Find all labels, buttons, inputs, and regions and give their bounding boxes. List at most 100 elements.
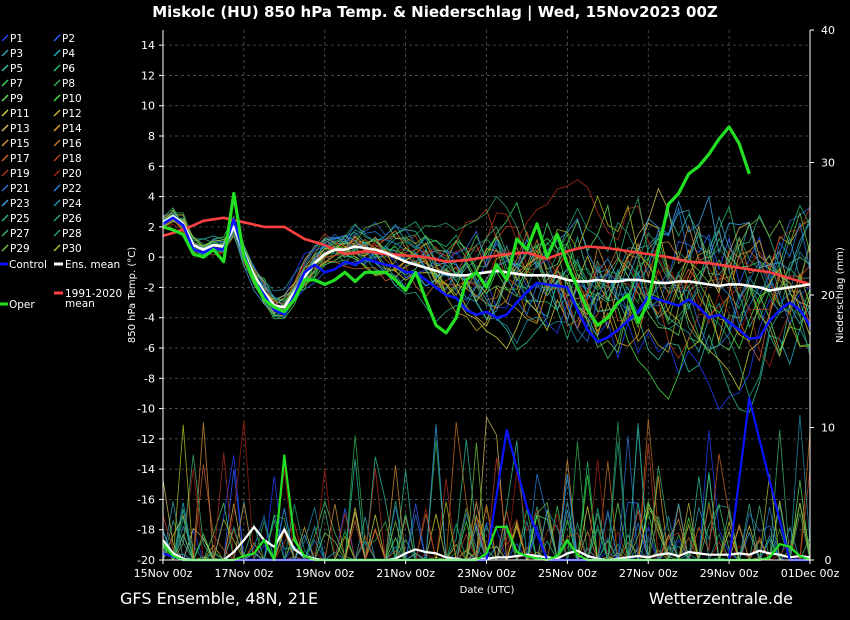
- x-tick-label: 01Dec 00z: [781, 567, 840, 580]
- y-right-tick-label: 20: [821, 289, 835, 302]
- legend-item-p8: P8: [62, 78, 75, 90]
- member-temp-line: [162, 213, 811, 323]
- y-left-tick-label: 8: [148, 130, 155, 143]
- legend-swatch: [53, 34, 61, 42]
- member-temp-line: [162, 206, 811, 349]
- legend-swatch: [53, 64, 61, 72]
- member-temp-line: [162, 201, 811, 360]
- member-precip-line: [163, 422, 810, 561]
- axes: 14121086420-2-4-6-8-10-12-14-16-18-20403…: [134, 24, 840, 580]
- legend-item-p2: P2: [62, 33, 75, 45]
- legend-item-p15: P15: [10, 138, 30, 150]
- legend-swatch: [1, 244, 9, 252]
- y-left-tick-label: -20: [137, 554, 155, 567]
- legend-item-p30: P30: [62, 243, 82, 255]
- legend-item-p10: P10: [62, 93, 82, 105]
- member-precip-line: [163, 420, 810, 561]
- legend-item-p3: P3: [10, 48, 23, 60]
- legend-item-clim-line1: 1991-2020: [65, 288, 122, 300]
- series-temp-1991-2020-mean: [162, 216, 811, 286]
- x-tick-label: 25Nov 00z: [538, 567, 597, 580]
- legend-swatch: [1, 124, 9, 132]
- legend-swatch: [53, 49, 61, 57]
- legend-swatch: [1, 214, 9, 222]
- y-left-tick-label: 0: [148, 251, 155, 264]
- legend-item-p16: P16: [62, 138, 82, 150]
- footer-source: Wetterzentrale.de: [649, 589, 793, 608]
- legend-swatch: [1, 109, 9, 117]
- legend-item-p17: P17: [10, 153, 30, 165]
- legend-swatch: [1, 229, 9, 237]
- legend-item-clim-line2: mean: [65, 298, 95, 310]
- y-right-tick-label: 30: [821, 157, 835, 170]
- legend-swatch: [53, 214, 61, 222]
- y-left-tick-label: 6: [148, 160, 155, 173]
- legend-item-p7: P7: [10, 78, 23, 90]
- y-left-tick-label: 14: [141, 39, 155, 52]
- legend-swatch: [1, 199, 9, 207]
- legend-swatch: [53, 229, 61, 237]
- x-tick-label: 15Nov 00z: [134, 567, 193, 580]
- legend-swatch: [53, 124, 61, 132]
- member-temp-line: [162, 195, 811, 356]
- y-axis-right-label: Niederschlag (mm): [835, 247, 846, 343]
- legend-item-p4: P4: [62, 48, 75, 60]
- y-left-tick-label: 12: [141, 69, 155, 82]
- y-left-tick-label: -10: [137, 403, 155, 416]
- y-left-tick-label: 10: [141, 100, 155, 113]
- x-tick-label: 23Nov 00z: [457, 567, 516, 580]
- legend-swatch: [53, 169, 61, 177]
- legend-item-p6: P6: [62, 63, 75, 75]
- x-tick-label: 17Nov 00z: [215, 567, 274, 580]
- legend-swatch: [1, 139, 9, 147]
- legend-item-p24: P24: [62, 198, 82, 210]
- legend-item-p25: P25: [10, 213, 30, 225]
- legend-item-p19: P19: [10, 168, 30, 180]
- legend-item-p22: P22: [62, 183, 82, 195]
- member-precip-line: [163, 421, 811, 562]
- legend-swatch: [1, 184, 9, 192]
- y-left-tick-label: -14: [137, 463, 155, 476]
- member-precip-line: [162, 422, 810, 561]
- legend-swatch: [1, 94, 9, 102]
- y-axis-left-label: 850 hPa Temp. (°C): [127, 247, 138, 343]
- legend-item-p29: P29: [10, 243, 30, 255]
- x-tick-label: 19Nov 00z: [295, 567, 354, 580]
- x-axis-label: Date (UTC): [460, 585, 515, 596]
- legend-swatch: [53, 184, 61, 192]
- legend-swatch: [1, 64, 9, 72]
- member-temp-line: [162, 187, 811, 329]
- legend-item-p28: P28: [62, 228, 82, 240]
- y-right-tick-label: 40: [821, 24, 835, 37]
- y-left-tick-label: -8: [144, 372, 155, 385]
- legend-item-control: Control: [9, 259, 47, 271]
- legend-item-p20: P20: [62, 168, 82, 180]
- series-temp-ens-mean: [162, 215, 811, 309]
- legend-swatch: [53, 94, 61, 102]
- legend-item-p14: P14: [62, 123, 82, 135]
- legend-item-p27: P27: [10, 228, 30, 240]
- legend-item-p23: P23: [10, 198, 30, 210]
- footer-model: GFS Ensemble, 48N, 21E: [120, 589, 318, 608]
- legend-swatch: [53, 139, 61, 147]
- legend-item-p11: P11: [10, 108, 30, 120]
- legend-item-p1: P1: [10, 33, 23, 45]
- chart-title: Miskolc (HU) 850 hPa Temp. & Niederschla…: [152, 3, 718, 22]
- x-tick-label: 29Nov 00z: [700, 567, 759, 580]
- x-tick-label: 21Nov 00z: [376, 567, 435, 580]
- legend-item-p13: P13: [10, 123, 30, 135]
- y-left-tick-label: 4: [148, 191, 155, 204]
- member-temp-line: [162, 211, 811, 354]
- legend-swatch: [1, 79, 9, 87]
- y-left-tick-label: -6: [144, 342, 155, 355]
- legend-swatch: [53, 154, 61, 162]
- legend-item-p26: P26: [62, 213, 82, 225]
- legend-item-oper: Oper: [9, 299, 35, 311]
- y-left-tick-label: -16: [137, 493, 155, 506]
- series-temp-oper: [162, 125, 751, 335]
- legend-swatch: [1, 154, 9, 162]
- legend-swatch: [53, 79, 61, 87]
- y-left-tick-label: 2: [148, 221, 155, 234]
- legend-item-p18: P18: [62, 153, 82, 165]
